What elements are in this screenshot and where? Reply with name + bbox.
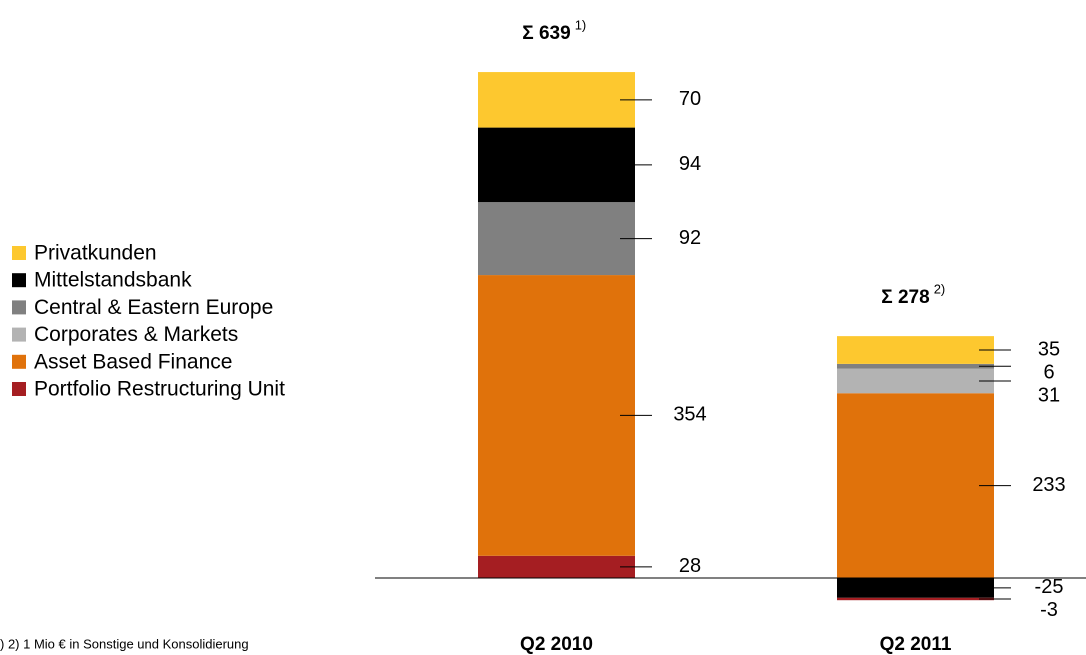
legend-label: Privatkunden	[34, 242, 157, 265]
bar-segment	[837, 578, 994, 598]
total-value: 639	[539, 23, 571, 44]
total-label: Σ 639	[522, 23, 570, 44]
bar-segment	[478, 202, 635, 276]
bar-segment	[837, 336, 994, 364]
total-symbol: Σ	[522, 23, 533, 44]
value-label: 6	[1043, 361, 1054, 383]
x-tick-label: Q2 2010	[520, 634, 593, 655]
value-label: -3	[1040, 599, 1058, 621]
legend-label: Mittelstandsbank	[34, 269, 192, 292]
total-note: 2)	[934, 282, 946, 297]
bar-segment	[837, 368, 994, 394]
total-value: 278	[898, 287, 930, 308]
bar-segment	[837, 393, 994, 578]
value-label: 70	[679, 88, 701, 110]
bar-segment	[478, 555, 635, 578]
legend-swatch	[12, 246, 26, 260]
total-note: 1)	[575, 18, 587, 33]
legend-swatch	[12, 300, 26, 315]
bar-segment	[478, 127, 635, 203]
total-symbol: Σ	[881, 287, 892, 308]
x-tick-label: Q2 2011	[880, 634, 952, 655]
legend-label: Portfolio Restructuring Unit	[34, 378, 285, 401]
value-label: -25	[1035, 576, 1064, 598]
footnote: ) 2) 1 Mio € in Sonstige und Konsolidier…	[0, 636, 249, 651]
value-label: 94	[679, 153, 701, 175]
bar-segment	[837, 363, 994, 369]
legend-swatch	[12, 327, 26, 342]
bar-segment	[478, 275, 635, 556]
value-label: 35	[1038, 338, 1060, 360]
legend-label: Asset Based Finance	[34, 350, 232, 373]
value-label: 354	[673, 404, 706, 426]
legend-swatch	[12, 382, 26, 396]
value-label: 28	[679, 555, 701, 577]
bar-segment	[837, 597, 994, 601]
bar-segment	[478, 72, 635, 128]
value-label: 233	[1032, 474, 1065, 496]
total-label: Σ 278	[881, 287, 929, 308]
legend-label: Central & Eastern Europe	[34, 296, 273, 319]
legend-swatch	[12, 273, 26, 288]
legend-swatch	[12, 354, 26, 369]
legend-label: Corporates & Markets	[34, 323, 238, 346]
value-label: 31	[1038, 384, 1060, 406]
value-label: 92	[679, 227, 701, 249]
